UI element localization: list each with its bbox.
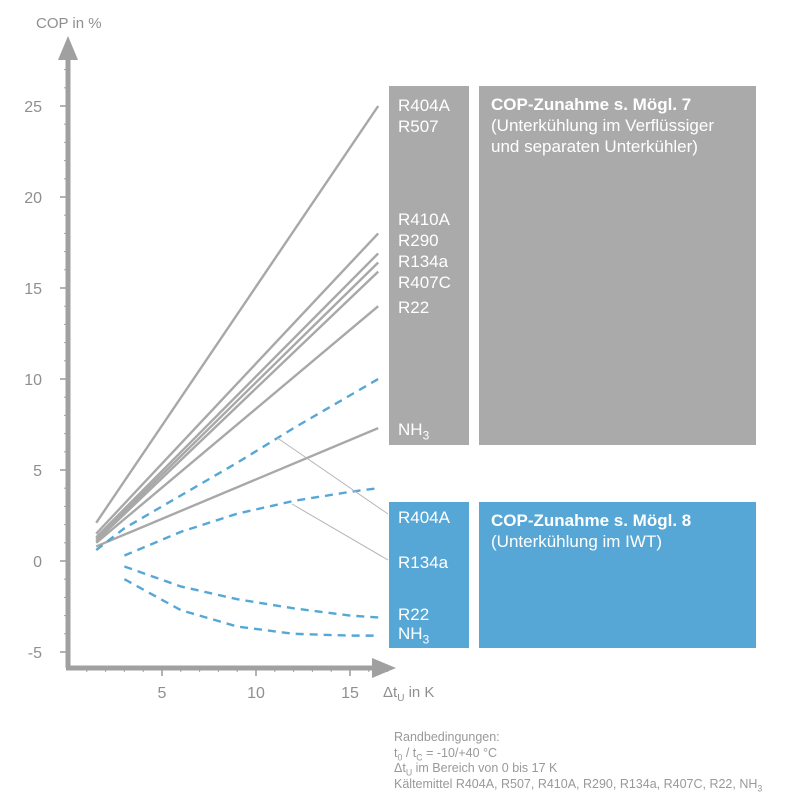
dashed-series-line-nh3 (123, 578, 379, 637)
series-line-r407c (95, 270, 380, 542)
lower-box-title: COP-Zunahme s. Mögl. 8 (491, 511, 692, 530)
dashed-series-line-r134a (123, 487, 379, 557)
x-tick-label: 5 (158, 685, 167, 702)
lower-refrigerant-box: R404A R134a R22 NH3 (389, 502, 469, 648)
y-axis-title: COP in % (36, 15, 102, 32)
series-line-r290 (95, 252, 380, 539)
notes-heading: Randbedingungen: (394, 730, 500, 744)
ticks (60, 69, 389, 676)
dashed-series-line-r404a (95, 377, 379, 552)
dashed-series-line-r22 (123, 565, 379, 619)
x-tick-label: 10 (247, 685, 265, 702)
upper-box-title: COP-Zunahme s. Mögl. 7 (491, 95, 692, 114)
series-line-r134a (95, 261, 380, 541)
ref-label-r404a-lower: R404A (398, 508, 450, 527)
ref-label-r22-lower: R22 (398, 605, 430, 624)
series-line-r410a (95, 232, 380, 535)
upper-refrigerant-box: R404A R507 R410A R290 R134a R407C R22 NH… (389, 86, 469, 445)
ref-label-r404a: R404A (398, 96, 450, 115)
notes-line-range: ΔtU im Bereich von 0 bis 17 K (394, 761, 558, 778)
ref-label-r134a-lower: R134a (398, 553, 449, 572)
ref-label-r407c: R407C (398, 273, 451, 292)
leader-lines (275, 436, 389, 561)
ref-label-r410a: R410A (398, 210, 450, 229)
chart-lines (95, 105, 380, 637)
axes (58, 36, 396, 678)
x-tick-label: 15 (341, 685, 359, 702)
lower-box-subtitle: (Unterkühlung im IWT) (491, 532, 662, 551)
notes-line-refrigerants: Kältemittel R404A, R507, R410A, R290, R1… (394, 776, 763, 793)
y-tick-label: -5 (28, 645, 42, 662)
upper-description-box: COP-Zunahme s. Mögl. 7 (Unterkühlung im … (479, 86, 756, 445)
series-line-r22 (95, 305, 379, 544)
x-axis-arrow (372, 658, 396, 678)
ref-label-nh3-lower: NH3 (398, 624, 430, 647)
y-tick-label: 5 (33, 463, 42, 480)
y-tick-label: 25 (24, 99, 42, 116)
y-axis-arrow (58, 36, 78, 60)
ref-label-nh3: NH3 (398, 420, 430, 443)
upper-box-subtitle-1: (Unterkühlung im Verflüssiger (491, 116, 714, 135)
lower-description-box: COP-Zunahme s. Mögl. 8 (Unterkühlung im … (479, 502, 756, 648)
y-tick-label: 20 (24, 190, 42, 207)
ref-label-r507: R507 (398, 117, 439, 136)
ref-label-r22: R22 (398, 298, 430, 317)
y-tick-label: 0 (33, 554, 42, 571)
series-line-nh3 (95, 427, 379, 548)
x-axis-title: ΔtU in K (383, 684, 434, 704)
ref-label-r134a: R134a (398, 252, 449, 271)
upper-box-subtitle-2: und separaten Unterkühler) (491, 137, 698, 156)
series-line-r404a-r507 (95, 105, 380, 524)
notes-line-temperatures: t0 / tC = -10/+40 °C (394, 745, 498, 762)
leader-line-r134a (291, 503, 389, 561)
y-tick-label: 15 (24, 281, 42, 298)
leader-line-r404a (275, 436, 389, 515)
y-tick-label: 10 (24, 372, 42, 389)
ref-label-r290: R290 (398, 231, 439, 250)
tick-labels: -5 0 5 10 15 20 25 5 10 15 (24, 99, 359, 702)
boundary-conditions: Randbedingungen: t0 / tC = -10/+40 °C Δt… (394, 730, 762, 792)
